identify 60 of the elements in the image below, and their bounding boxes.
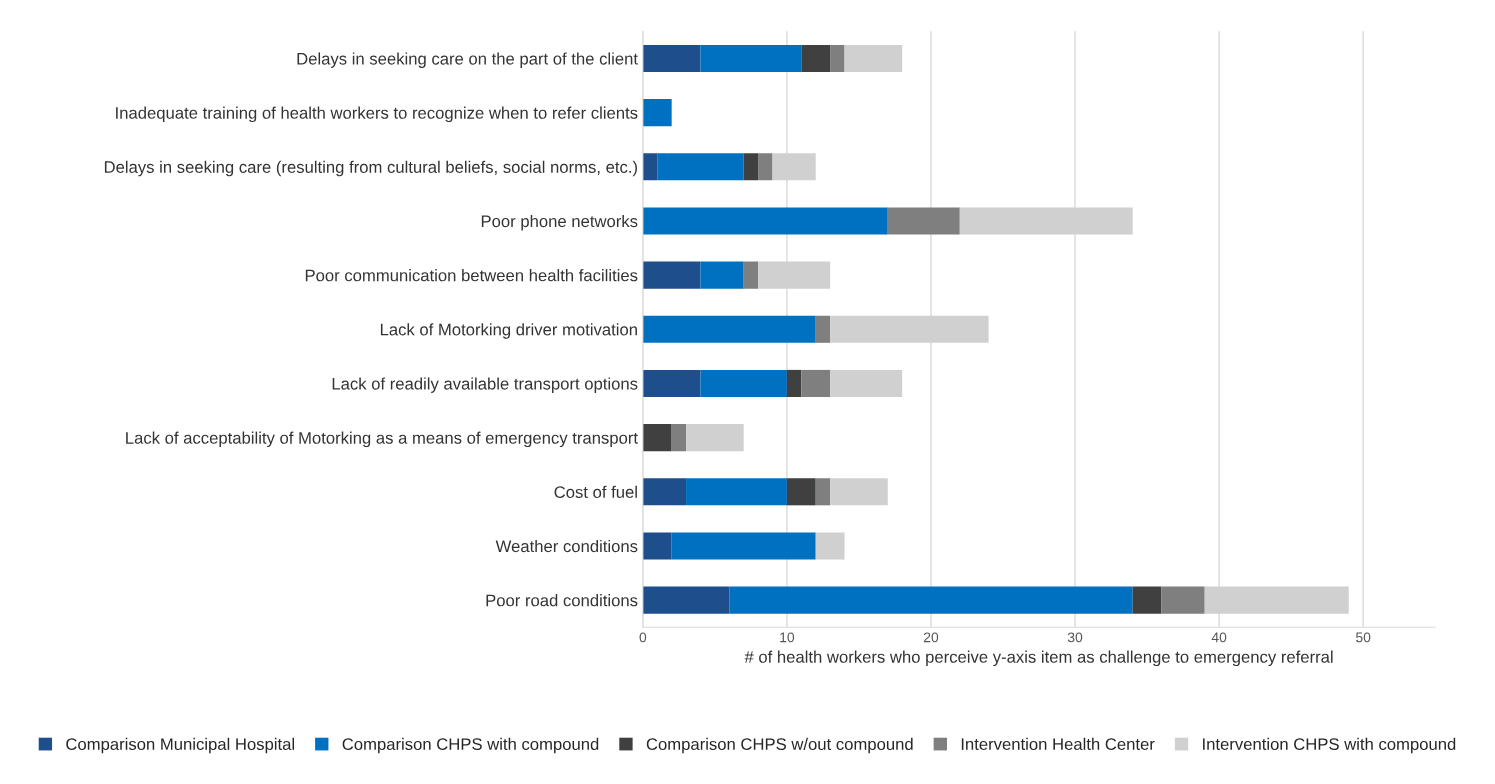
bar: [729, 586, 1133, 614]
bar: [844, 44, 903, 72]
y-tick-label: Cost of fuel: [554, 485, 637, 498]
bar: [642, 99, 672, 127]
bar: [642, 207, 888, 235]
bar: [642, 532, 672, 560]
bar: [815, 315, 831, 343]
y-tick-label: Inadequate training of health workers to recognize when to refer clients: [116, 106, 638, 123]
x-tick-label: 0: [639, 632, 647, 643]
bar: [700, 369, 787, 397]
y-tick-label: Poor road conditions: [486, 594, 638, 607]
bar: [671, 532, 816, 560]
bar: [642, 44, 701, 72]
bar: [642, 369, 701, 397]
bar: [642, 424, 672, 452]
bar: [686, 478, 787, 506]
bar: [801, 369, 831, 397]
bar: [830, 44, 845, 72]
bar: [642, 153, 658, 181]
y-tick-label: Lack of Motorking driver motivation: [380, 323, 637, 339]
y-tick-label: Lack of readily available transport options: [332, 377, 638, 393]
x-tick-label: 40: [1211, 632, 1227, 643]
bar: [700, 261, 744, 289]
x-tick-label: 50: [1356, 632, 1371, 643]
bar: [671, 424, 687, 452]
bar: [657, 153, 744, 181]
bar: [801, 44, 831, 72]
bar: [786, 369, 802, 397]
x-tick-label: 10: [780, 632, 795, 643]
y-tick-label: Delays in seeking care on the part of the client: [297, 52, 638, 68]
legend-label: Comparison CHPS w/out compound: [646, 737, 913, 754]
bar: [887, 207, 960, 235]
bar: [1161, 586, 1205, 614]
legend-label: Intervention CHPS with compound: [1203, 737, 1456, 754]
bar: [700, 44, 802, 72]
bar: [786, 478, 816, 506]
bar: [758, 153, 773, 181]
y-tick-label: Delays in seeking care (resulting from cultural beliefs, social norms, etc.): [104, 160, 637, 177]
y-tick-label: Poor phone networks: [481, 214, 638, 231]
bar: [743, 261, 759, 289]
bar: [642, 586, 730, 614]
bar: [815, 478, 831, 506]
x-tick-label: 30: [1067, 632, 1083, 643]
bar: [815, 532, 845, 560]
y-tick-label: Weather conditions: [495, 539, 638, 553]
y-tick-label: Lack of acceptability of Motorking as a means of emergency transport: [126, 431, 638, 448]
bar: [743, 153, 759, 181]
bar: [642, 261, 701, 289]
legend-label: Intervention Health Center: [961, 737, 1155, 751]
bar: [830, 478, 888, 506]
bar: [642, 478, 687, 506]
bar: [830, 369, 903, 397]
bar: [686, 424, 744, 452]
x-tick-label: 20: [923, 632, 939, 643]
legend-label: Comparison Municipal Hospital: [66, 737, 295, 754]
bar: [642, 315, 816, 343]
bar: [1132, 586, 1162, 614]
legend-label: Comparison CHPS with compound: [342, 737, 599, 754]
y-tick-label: Poor communication between health facilities: [305, 269, 638, 282]
x-axis-title: # of health workers who perceive y-axis item as challenge to emergency referral: [744, 650, 1333, 667]
